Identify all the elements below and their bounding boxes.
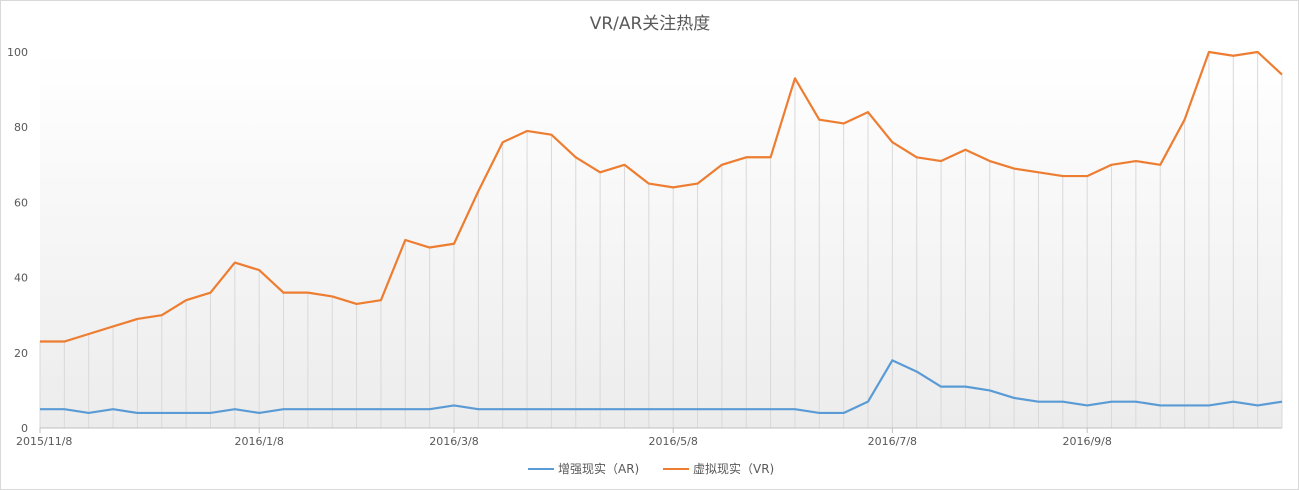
plot-area <box>40 52 1282 428</box>
x-tick-label: 2015/11/8 <box>16 435 72 448</box>
y-axis: 0 20 40 60 80 100 <box>7 46 28 435</box>
x-axis: 2015/11/8 2016/1/8 2016/3/8 2016/5/8 2016/7/… <box>16 428 1112 448</box>
y-tick-label: 40 <box>14 272 28 285</box>
y-tick-label: 100 <box>7 46 28 59</box>
series-line-ar <box>40 359 1283 415</box>
series-line-vr <box>40 50 1283 343</box>
chart-title: VR/AR关注热度 <box>590 14 711 34</box>
legend-label-ar: 增强现实（AR) <box>558 461 639 476</box>
y-tick-label: 20 <box>14 347 28 360</box>
legend: 增强现实（AR) 虚拟现实（VR) <box>528 461 774 476</box>
x-tick-label: 2016/5/8 <box>648 435 697 448</box>
x-tick-label: 2016/1/8 <box>234 435 283 448</box>
legend-label-vr: 虚拟现实（VR) <box>693 461 774 476</box>
x-tick-label: 2016/9/8 <box>1062 435 1111 448</box>
y-tick-label: 0 <box>21 422 28 435</box>
x-tick-label: 2016/7/8 <box>868 435 917 448</box>
series-lines <box>40 50 1283 415</box>
x-tick-label: 2016/3/8 <box>429 435 478 448</box>
y-tick-label: 80 <box>14 121 28 134</box>
grid-lines <box>39 52 1283 428</box>
y-tick-label: 60 <box>14 196 28 209</box>
